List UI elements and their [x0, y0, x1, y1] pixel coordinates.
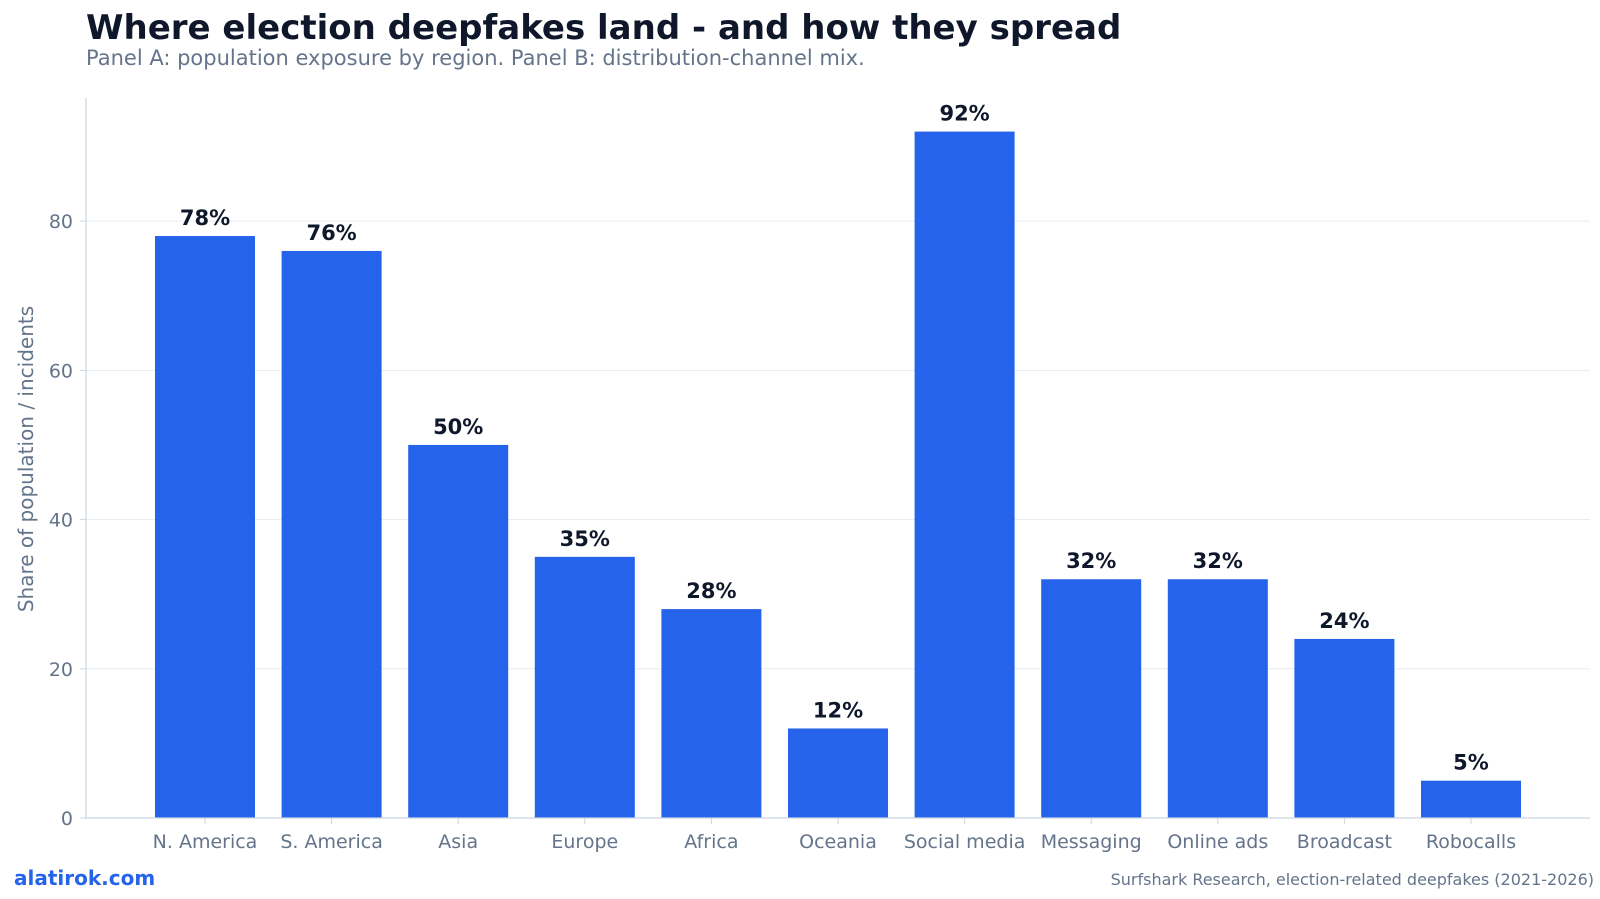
- x-tick-label: Robocalls: [1426, 831, 1516, 853]
- bar[interactable]: [1294, 638, 1395, 818]
- bar[interactable]: [408, 444, 509, 818]
- x-tick-label: Messaging: [1041, 831, 1142, 853]
- bar-value-label: 78%: [180, 206, 230, 230]
- bar-value-label: 35%: [560, 527, 610, 551]
- bar[interactable]: [914, 131, 1015, 818]
- bar-value-label: 12%: [813, 698, 863, 722]
- x-tick-label: S. America: [280, 831, 383, 853]
- bar-value-label: 50%: [433, 415, 483, 439]
- bar[interactable]: [661, 609, 762, 818]
- y-tick-label: 60: [49, 360, 73, 382]
- bar-value-label: 28%: [686, 579, 736, 603]
- x-tick-label: Social media: [904, 831, 1026, 853]
- bar[interactable]: [1041, 579, 1142, 818]
- y-tick-label: 20: [49, 659, 73, 681]
- x-tick-label: Oceania: [799, 831, 877, 853]
- y-tick-label: 0: [61, 808, 73, 830]
- source-note: Surfshark Research, election-related dee…: [1110, 870, 1594, 889]
- bar[interactable]: [1167, 579, 1268, 818]
- bar-value-label: 32%: [1193, 549, 1243, 573]
- bar-value-label: 24%: [1319, 609, 1369, 633]
- x-tick-label: N. America: [153, 831, 258, 853]
- x-tick-label: Broadcast: [1297, 831, 1392, 853]
- bar[interactable]: [281, 250, 382, 818]
- bar[interactable]: [534, 556, 635, 818]
- bar-value-label: 5%: [1453, 751, 1489, 775]
- x-tick-label: Online ads: [1167, 831, 1268, 853]
- brand-link[interactable]: alatirok.com: [14, 866, 156, 890]
- bar-value-label: 32%: [1066, 549, 1116, 573]
- chart-subtitle: Panel A: population exposure by region. …: [86, 46, 865, 70]
- bar[interactable]: [788, 728, 888, 818]
- axes: [80, 98, 1590, 824]
- bar-value-label: 92%: [939, 102, 989, 126]
- x-tick-label: Africa: [684, 831, 738, 853]
- labels: 0 20 40 60 80 N. America 78% S. America 76% Asia 5…: [49, 102, 1516, 853]
- y-axis-title: Share of population / incidents: [14, 306, 38, 612]
- y-tick-label: 40: [49, 510, 73, 532]
- y-tick-label: 80: [49, 211, 73, 233]
- x-tick-label: Europe: [551, 831, 618, 853]
- chart-title: Where election deepfakes land - and how …: [86, 8, 1122, 48]
- bar[interactable]: [1421, 780, 1521, 818]
- bar-value-label: 76%: [306, 221, 356, 245]
- bar[interactable]: [155, 236, 255, 819]
- x-tick-label: Asia: [438, 831, 478, 853]
- bars: [155, 131, 1521, 819]
